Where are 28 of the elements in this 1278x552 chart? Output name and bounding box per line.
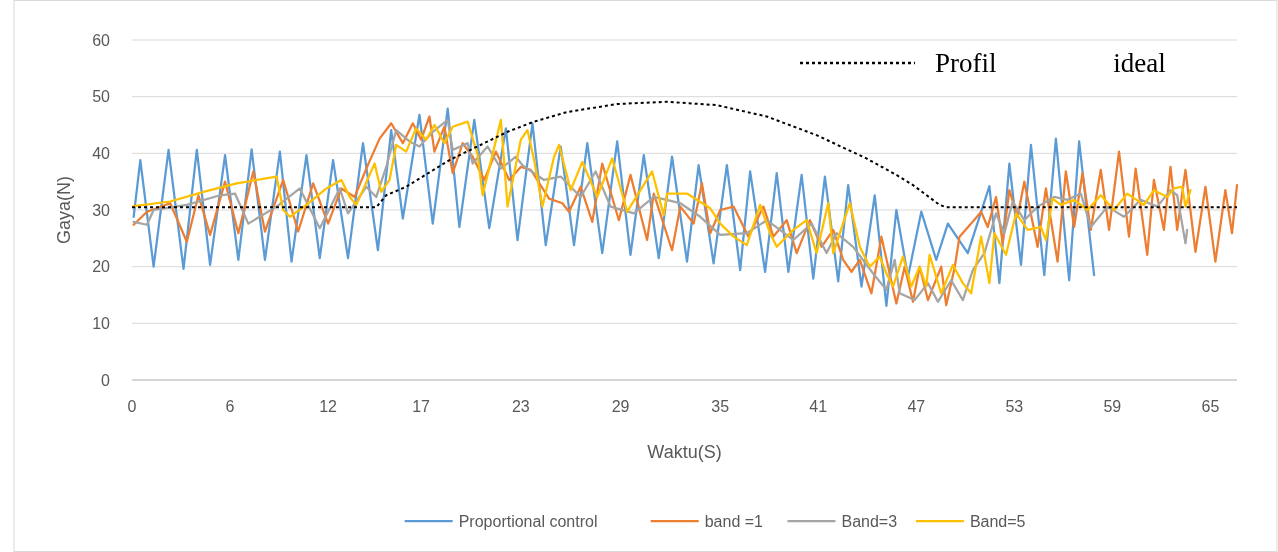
y-tick-label: 50 (92, 88, 111, 106)
y-tick-label: 30 (92, 201, 111, 219)
y-axis-title: Gaya(N) (54, 175, 74, 245)
y-tick-label: 10 (92, 314, 111, 332)
x-tick-label: 53 (1005, 398, 1024, 415)
x-tick-label: 12 (319, 398, 338, 415)
y-tick-label: 40 (92, 144, 111, 162)
legend-label: band =1 (704, 512, 764, 530)
x-tick-label: 65 (1201, 398, 1220, 415)
legend-label: Band=5 (969, 512, 1026, 530)
y-tick-label: 60 (92, 31, 111, 49)
y-tick-label: 20 (92, 258, 111, 276)
x-tick-label: 23 (511, 398, 530, 415)
line-series (132, 107, 1096, 307)
x-tick-label: 17 (412, 398, 431, 415)
x-tick-label: 29 (611, 398, 630, 415)
x-tick-label: 47 (907, 398, 926, 415)
x-tick-label: 6 (225, 398, 235, 415)
x-axis-title: Waktu(S) (647, 442, 722, 462)
x-tick-label: 59 (1103, 398, 1122, 415)
legend-label: Band=3 (841, 512, 898, 530)
line-series (131, 100, 1238, 209)
x-tick-label: 35 (711, 398, 730, 415)
x-tick-label: 0 (127, 398, 137, 415)
legend-label: Profil ideal (935, 48, 1166, 79)
legend-label: Proportional control (458, 512, 598, 530)
x-tick-label: 41 (809, 398, 828, 415)
y-tick-label: 0 (101, 371, 111, 389)
